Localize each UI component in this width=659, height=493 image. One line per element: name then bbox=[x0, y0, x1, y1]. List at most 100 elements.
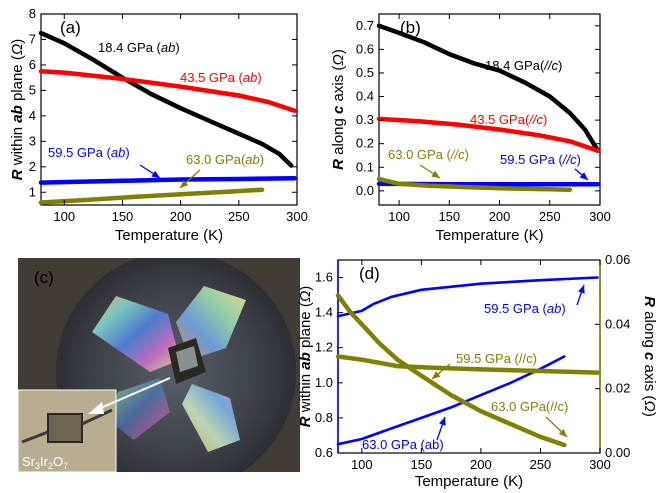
d-annotation-59-5-ab-close: ) bbox=[561, 301, 565, 316]
b-annotation-43-5: 43.5 GPa(//c) bbox=[470, 112, 547, 127]
d-series-line-63-0-GPa-right bbox=[335, 293, 567, 448]
b-series-line-18-4-GPa bbox=[376, 23, 601, 154]
d-series-line-59-5-GPa-right bbox=[335, 354, 600, 375]
d-y-tick-label: 1.4 bbox=[315, 305, 333, 320]
d-series-line-63-0-GPa-left bbox=[336, 355, 566, 446]
b-x-tick-label: 300 bbox=[589, 209, 611, 224]
d-x-tick-label: 300 bbox=[589, 457, 611, 472]
sample-reflection bbox=[176, 346, 198, 372]
d-y2-tick-label: 0.04 bbox=[605, 316, 630, 331]
b-y-tick-label: 0.4 bbox=[356, 89, 374, 104]
d-y-axis-title-left: R within ab plane (Ω) bbox=[297, 286, 314, 428]
d-annotation-63-0-ab: 63.0 GPa (ab) bbox=[362, 437, 444, 452]
d-y2-tick-label: 0.00 bbox=[605, 445, 630, 460]
b-annotation-18-4: 18.4 GPa(//c) bbox=[485, 58, 562, 73]
a-annotation-43-5-open: ( bbox=[235, 70, 244, 85]
d-y-axis-title-left-part: ) bbox=[297, 286, 314, 291]
b-x-tick-label: 150 bbox=[438, 209, 460, 224]
a-annotation-63-0: 63.0 GPa(ab) bbox=[186, 152, 264, 167]
b-y-tick-label: 0.7 bbox=[356, 18, 374, 33]
b-annotation-18-4-tag: //c bbox=[543, 58, 558, 73]
a-y-axis-title: R within ab plane (Ω) bbox=[9, 39, 26, 181]
electrode-lower-left bbox=[108, 378, 170, 440]
a-y-tick-label: 3 bbox=[29, 133, 36, 148]
b-annotation-18-4-close: ) bbox=[558, 58, 562, 73]
a-y-tick-label: 4 bbox=[29, 108, 36, 123]
a-x-tick-label: 200 bbox=[170, 209, 192, 224]
b-series-line-63-0-GPa bbox=[376, 176, 573, 192]
b-annotation-43-5-pressure: 43.5 GPa bbox=[470, 112, 526, 127]
b-annotation-43-5-close: ) bbox=[543, 112, 547, 127]
a-y-axis-title-part: within bbox=[9, 123, 26, 170]
b-annotation-63-0-open: ( bbox=[443, 147, 452, 162]
b-y-tick-label: 0.6 bbox=[356, 41, 374, 56]
a-annotation-18-4: 18.4 GPa (ab) bbox=[98, 40, 180, 55]
a-y-axis-title-part: Ω bbox=[9, 44, 26, 55]
b-y-axis-title-part: Ω bbox=[330, 54, 347, 65]
d-y-tick-label: 0.8 bbox=[315, 410, 333, 425]
d-arrow-59-5-ab-head bbox=[578, 285, 585, 294]
formula-element-o: O bbox=[53, 454, 63, 469]
d-y2-tick-label: 0.06 bbox=[605, 252, 630, 267]
a-annotation-59-5-pressure: 59.5 GPa bbox=[48, 145, 104, 160]
b-y-axis-title: R along c axis (Ω) bbox=[330, 49, 347, 170]
d-y-axis-title-left-part: ab bbox=[297, 352, 314, 370]
panel-a: 100 150 200 250 300 1 2 3 4 5 6 7 8 Temperature (K) R … bbox=[9, 6, 308, 244]
d-y-axis-title-right-part: c bbox=[641, 352, 658, 361]
b-arrow-63-0-head bbox=[431, 170, 440, 178]
d-y-tick-label: 0.6 bbox=[315, 445, 333, 460]
b-y-axis-title-part: axis ( bbox=[330, 66, 347, 106]
b-annotation-63-0-tag: //c bbox=[450, 147, 465, 162]
a-y-tick-label: 7 bbox=[29, 31, 36, 46]
b-arrow-59-5-head bbox=[579, 172, 588, 180]
b-y-axis-title-part: along bbox=[330, 114, 347, 159]
a-annotation-63-0-open: ( bbox=[241, 152, 246, 167]
b-annotation-63-0-pressure: 63.0 GPa bbox=[388, 147, 444, 162]
a-y-axis-title-part: ) bbox=[9, 39, 26, 44]
b-y-axis-title-part: R bbox=[330, 159, 347, 170]
a-annotation-59-5-open: ( bbox=[103, 145, 112, 160]
d-annotation-59-5-ab-text: 59.5 GPa ( bbox=[484, 301, 548, 316]
d-y-axis-title-left-part: within bbox=[297, 370, 314, 417]
a-annotation-63-0-close: ) bbox=[260, 152, 264, 167]
formula-element-sr: Sr bbox=[22, 454, 36, 469]
inset-wire-right bbox=[81, 408, 113, 426]
d-x-tick-label: 100 bbox=[351, 457, 373, 472]
formula-element-ir: Ir bbox=[40, 454, 49, 469]
b-plot-frame bbox=[378, 13, 601, 206]
a-y-axis-title-part: plane ( bbox=[9, 55, 26, 105]
inset-sample bbox=[47, 413, 83, 443]
b-y-tick-label: 0.3 bbox=[356, 112, 374, 127]
b-annotation-43-5-tag: //c bbox=[528, 112, 543, 127]
a-series-line-63-0-GPa bbox=[38, 187, 265, 205]
a-y-tick-label: 5 bbox=[29, 82, 36, 97]
b-annotation-59-5-open: ( bbox=[555, 152, 564, 167]
a-annotation-18-4-close: ) bbox=[175, 40, 179, 55]
a-y-axis-title-part: R bbox=[9, 169, 26, 180]
a-plot-frame bbox=[40, 13, 298, 206]
b-x-tick-label: 100 bbox=[388, 209, 410, 224]
a-annotation-43-5-close: ) bbox=[257, 70, 261, 85]
panel-label-c: (c) bbox=[34, 268, 54, 287]
a-annotation-59-5-close: ) bbox=[125, 145, 129, 160]
a-x-tick-label: 300 bbox=[286, 209, 308, 224]
inset-pointer-arrow bbox=[95, 377, 171, 411]
inset-formula-label: Sr3Ir2O7 bbox=[22, 454, 68, 471]
a-annotation-59-5: 59.5 GPa (ab) bbox=[48, 145, 130, 160]
b-series-line-43-5-GPa bbox=[376, 116, 601, 154]
photo bbox=[18, 258, 300, 472]
d-panel-label: (d) bbox=[359, 264, 380, 283]
b-annotation-59-5-pressure: 59.5 GPa bbox=[500, 152, 556, 167]
a-y-tick-label: 2 bbox=[29, 159, 36, 174]
d-y-axis-title-right-part: Ω bbox=[641, 400, 658, 411]
electrode-lower-right bbox=[182, 384, 240, 452]
a-x-tick-label: 250 bbox=[228, 209, 250, 224]
d-x-tick-label: 250 bbox=[530, 457, 552, 472]
b-annotation-59-5-close: ) bbox=[577, 152, 581, 167]
a-y-tick-label: 8 bbox=[29, 6, 36, 21]
a-series-line-59-5-GPa bbox=[38, 176, 297, 185]
b-y-tick-label: 0.1 bbox=[356, 159, 374, 174]
d-x-axis-title: Temperature (K) bbox=[415, 473, 523, 490]
d-y-axis-title-right-part: ) bbox=[641, 412, 658, 417]
d-x-tick-label: 200 bbox=[470, 457, 492, 472]
